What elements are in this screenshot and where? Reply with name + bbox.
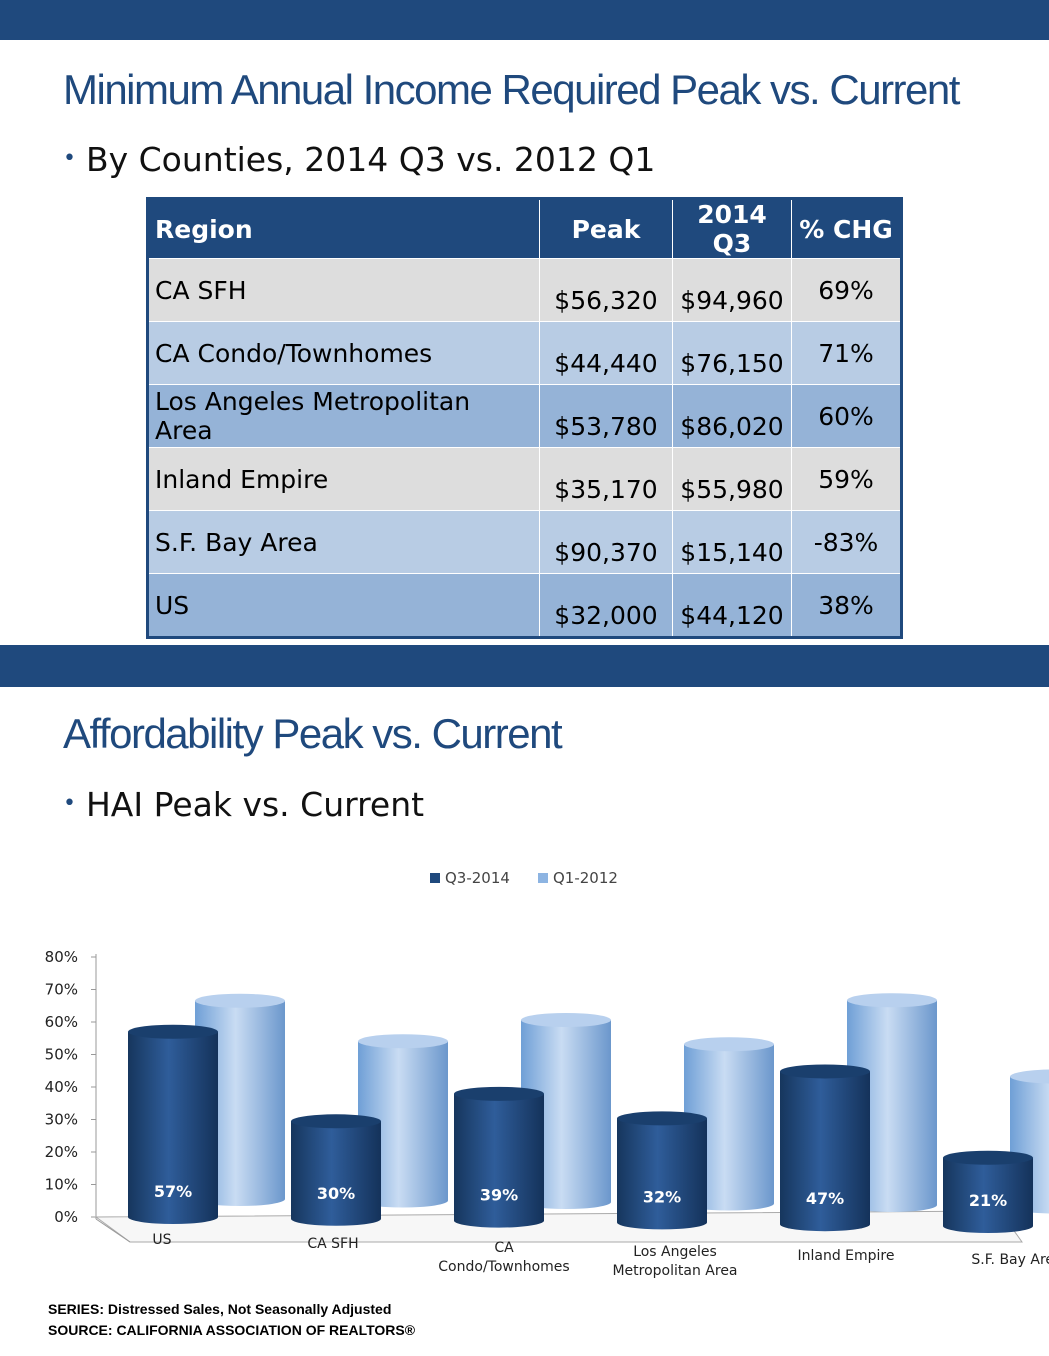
y-tick-label: 50% — [45, 1046, 78, 1064]
bar-q3-2014-top — [617, 1111, 707, 1126]
bar-q3-2014-top — [128, 1024, 218, 1039]
middle-banner — [0, 645, 1049, 687]
bar-q3-2014-body — [454, 1093, 544, 1228]
region-cell: Los Angeles Metropolitan Area — [147, 384, 540, 448]
data-label-q3-2014: 39% — [480, 1186, 518, 1205]
table-header-row: Region Peak 2014 Q3 % CHG — [147, 198, 902, 259]
source-note: SOURCE: CALIFORNIA ASSOCIATION OF REALTO… — [48, 1322, 416, 1338]
x-category-label: S.F. Bay Area — [971, 1252, 1049, 1268]
table-row: US $32,000 $44,120 38% — [147, 573, 902, 638]
table-row: CA SFH $56,320 $94,960 69% — [147, 258, 902, 322]
affordability-chart: Q3-2014 Q1-2012 0% 10% 20% 30% 40% 50% 60% 70% 80%… — [45, 869, 1049, 1279]
y-tick-label: 0% — [54, 1208, 78, 1226]
peak-cell: $53,780 — [539, 384, 673, 448]
peak-cell: $44,440 — [539, 321, 673, 385]
pct-cell: -83% — [791, 510, 902, 574]
section1-title: Minimum Annual Income Required Peak vs. … — [63, 66, 960, 113]
legend-swatch-q1-2012 — [538, 873, 548, 883]
x-category-label: Metropolitan Area — [612, 1263, 737, 1279]
section1-bullet-text: By Counties, 2014 Q3 vs. 2012 Q1 — [85, 140, 656, 179]
peak-cell: $56,320 — [539, 258, 673, 322]
q3-cell: $94,960 — [672, 258, 792, 322]
section2-bullet-text: HAI Peak vs. Current — [85, 785, 425, 824]
section2-title: Affordability Peak vs. Current — [63, 710, 563, 757]
series-note: SERIES: Distressed Sales, Not Seasonally… — [48, 1301, 392, 1317]
y-tick-label: 10% — [45, 1176, 78, 1194]
top-banner — [0, 0, 1049, 40]
bar-q1-2012-top — [847, 993, 937, 1008]
pct-cell: 71% — [791, 321, 902, 385]
region-cell: CA SFH — [147, 258, 540, 322]
bar-q3-2014-top — [291, 1114, 381, 1129]
chart-floor — [94, 1210, 1023, 1243]
x-category-label: US — [152, 1232, 171, 1248]
section2-bullet: • HAI Peak vs. Current — [63, 785, 424, 824]
y-tick-label: 70% — [45, 981, 78, 999]
y-tick-label: 80% — [45, 948, 78, 966]
y-tick-label: 20% — [45, 1143, 78, 1161]
table-row: Inland Empire $35,170 $55,980 59% — [147, 447, 902, 511]
bar-q1-2012-top — [195, 993, 285, 1008]
bar-q3-2014-top — [454, 1086, 544, 1101]
bar-q1-2012-top — [358, 1034, 448, 1049]
header-region: Region — [147, 198, 540, 259]
pct-cell: 69% — [791, 258, 902, 322]
floor-edge — [95, 1218, 131, 1243]
bullet-dot-icon: • — [63, 146, 76, 171]
y-tick-label: 60% — [45, 1013, 78, 1031]
table-row: CA Condo/Townhomes $44,440 $76,150 71% — [147, 321, 902, 385]
header-pct-chg: % CHG — [791, 198, 902, 259]
region-cell: US — [147, 573, 540, 638]
legend-swatch-q3-2014 — [430, 873, 440, 883]
bar-q3-2014-body — [943, 1157, 1033, 1233]
q3-cell: $44,120 — [672, 573, 792, 638]
data-label-q3-2014: 32% — [643, 1187, 681, 1206]
bar-q3-2014-body — [291, 1121, 381, 1226]
region-cell: Inland Empire — [147, 447, 540, 511]
data-label-q3-2014: 47% — [806, 1189, 844, 1208]
bar-q1-2012-top — [684, 1037, 774, 1052]
q3-cell: $15,140 — [672, 510, 792, 574]
data-label-q3-2014: 57% — [154, 1182, 192, 1201]
bullet-dot-icon: • — [63, 791, 76, 816]
y-tick-label: 30% — [45, 1111, 78, 1129]
income-table: Region Peak 2014 Q3 % CHG CA SFH $56,320… — [146, 197, 903, 639]
pct-cell: 38% — [791, 573, 902, 638]
section1-bullet: • By Counties, 2014 Q3 vs. 2012 Q1 — [63, 140, 655, 179]
peak-cell: $32,000 — [539, 573, 673, 638]
legend-label-q1-2012: Q1-2012 — [553, 869, 618, 887]
pct-cell: 60% — [791, 384, 902, 448]
q3-cell: $55,980 — [672, 447, 792, 511]
bar-q1-2012-top — [521, 1013, 611, 1027]
peak-cell: $90,370 — [539, 510, 673, 574]
bar-q1-2012-top — [1010, 1069, 1049, 1084]
bar-q3-2014-body — [128, 1031, 218, 1224]
bar-q3-2014-body — [617, 1118, 707, 1230]
q3-cell: $76,150 — [672, 321, 792, 385]
header-2014q3: 2014 Q3 — [672, 198, 792, 259]
bar-q3-2014-body — [780, 1071, 870, 1232]
legend-label-q3-2014: Q3-2014 — [445, 869, 510, 887]
x-category-label: Los Angeles — [633, 1244, 717, 1260]
x-category-label: CA SFH — [307, 1236, 358, 1252]
data-label-q3-2014: 21% — [969, 1191, 1007, 1210]
region-cell: S.F. Bay Area — [147, 510, 540, 574]
x-category-label: Inland Empire — [797, 1248, 894, 1264]
q3-cell: $86,020 — [672, 384, 792, 448]
x-category-label: Condo/Townhomes — [438, 1259, 569, 1275]
table-row: S.F. Bay Area $90,370 $15,140 -83% — [147, 510, 902, 574]
bar-q3-2014-top — [943, 1150, 1033, 1165]
bar-q3-2014-top — [780, 1064, 870, 1079]
table-row: Los Angeles Metropolitan Area $53,780 $8… — [147, 384, 902, 448]
x-category-label: CA — [494, 1240, 514, 1256]
region-cell: CA Condo/Townhomes — [147, 321, 540, 385]
data-label-q3-2014: 30% — [317, 1184, 355, 1203]
pct-cell: 59% — [791, 447, 902, 511]
y-tick-label: 40% — [45, 1078, 78, 1096]
peak-cell: $35,170 — [539, 447, 673, 511]
header-peak: Peak — [539, 198, 673, 259]
